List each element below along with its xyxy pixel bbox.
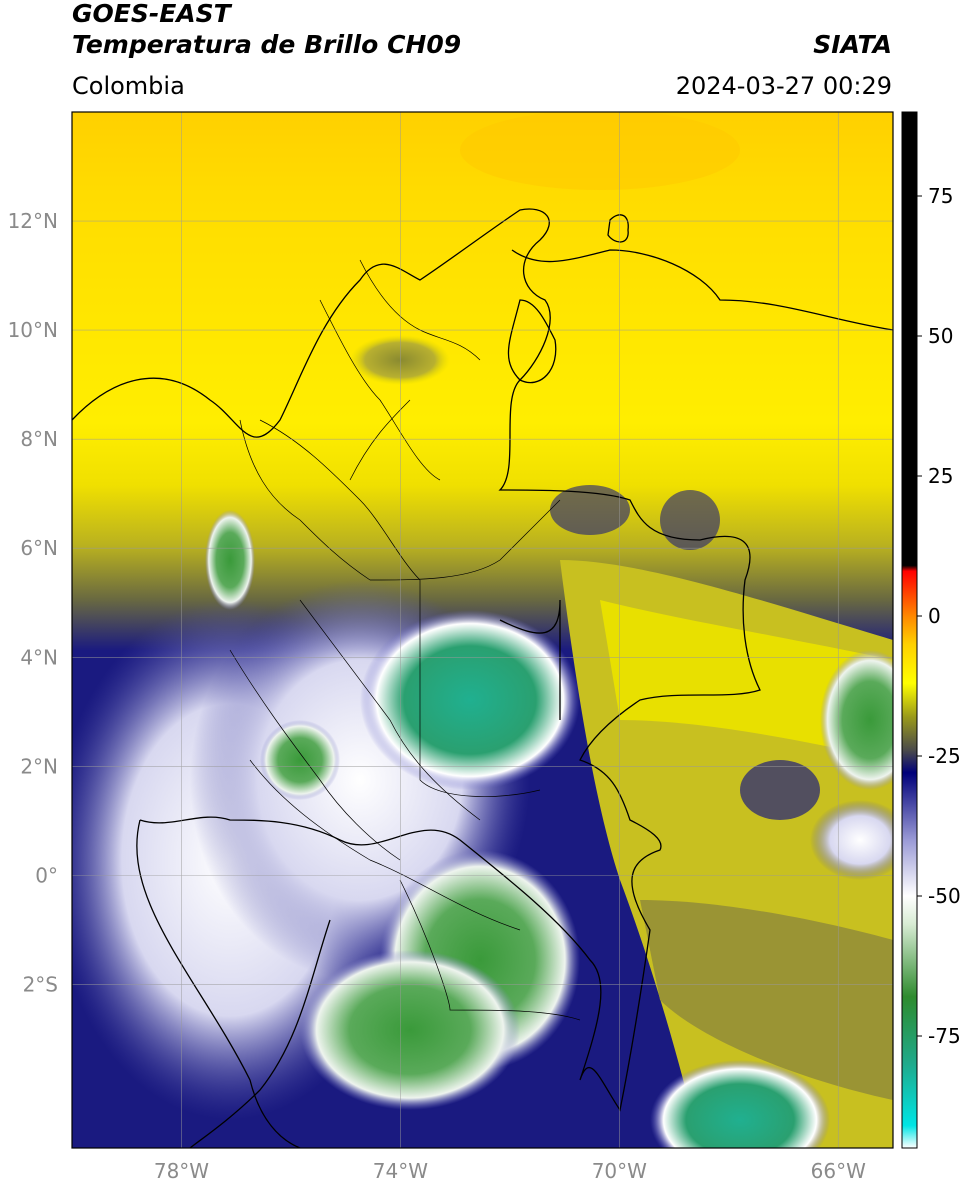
organization-label: SIATA <box>813 30 892 59</box>
longitude-tick-label: 74°W <box>373 1159 428 1183</box>
colorbar-tick-label: -50 <box>928 884 961 908</box>
latitude-tick-labels: 12°N 10°N 8°N 6°N 4°N 2°N 0° 2°S <box>8 209 58 996</box>
longitude-tick-label: 66°W <box>811 1159 866 1183</box>
latitude-tick-label: 8°N <box>20 427 58 451</box>
longitude-tick-label: 78°W <box>154 1159 209 1183</box>
brightness-temperature-field <box>72 112 893 1148</box>
graticule <box>72 112 893 1148</box>
colorbar <box>902 112 917 1148</box>
colorbar-tick-label: 75 <box>928 184 953 208</box>
colorbar-tick-label: 0 <box>928 604 941 628</box>
colorbar-tick-label: 25 <box>928 464 953 488</box>
colorbar-tick-label: 50 <box>928 324 953 348</box>
colorbar-tick-labels: 75 50 25 0 -25 -50 -75 <box>917 184 961 1048</box>
colorbar-tick-label: -25 <box>928 744 961 768</box>
map-frame <box>71 111 894 1149</box>
latitude-tick-label: 12°N <box>8 209 58 233</box>
latitude-tick-label: 0° <box>35 863 58 887</box>
latitude-tick-label: 10°N <box>8 318 58 342</box>
longitude-tick-labels: 78°W 74°W 70°W 66°W <box>154 1159 866 1183</box>
department-borders <box>229 259 581 1021</box>
satellite-title: GOES-EAST <box>72 0 231 28</box>
latitude-tick-label: 2°S <box>23 972 58 996</box>
latitude-tick-label: 4°N <box>20 645 58 669</box>
country-borders <box>72 208 893 1148</box>
product-title: Temperatura de Brillo CH09 <box>72 30 462 59</box>
timestamp-label: 2024-03-27 00:29 <box>675 72 892 100</box>
longitude-tick-label: 70°W <box>592 1159 647 1183</box>
latitude-tick-label: 2°N <box>20 754 58 778</box>
colorbar-tick-label: -75 <box>928 1024 961 1048</box>
colorbar-frame <box>901 111 918 1149</box>
latitude-tick-label: 6°N <box>20 536 58 560</box>
region-label: Colombia <box>72 72 185 100</box>
